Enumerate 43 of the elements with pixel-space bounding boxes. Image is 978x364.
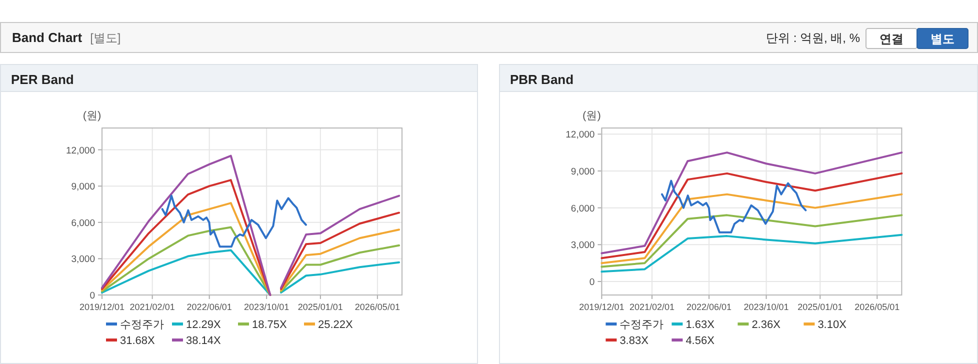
legend-label: 수정주가 bbox=[120, 319, 164, 331]
x-tick-label: 2019/12/01 bbox=[79, 302, 125, 312]
y-tick-label: 3,000 bbox=[570, 240, 595, 252]
y-tick-label: 9,000 bbox=[570, 166, 595, 178]
legend-label: 12.29X bbox=[186, 319, 222, 331]
y-tick-label: 12,000 bbox=[66, 145, 95, 156]
chart-title: PBR Band bbox=[510, 72, 574, 87]
legend-label: 수정주가 bbox=[620, 319, 664, 331]
legend-label: 1.63X bbox=[686, 319, 716, 331]
x-tick-label: 2022/06/01 bbox=[186, 302, 232, 312]
x-tick-label: 2023/10/01 bbox=[744, 302, 789, 312]
y-tick-label: 0 bbox=[90, 290, 95, 302]
x-tick-label: 2023/10/01 bbox=[244, 302, 290, 312]
legend-label: 31.68X bbox=[120, 335, 156, 347]
y-tick-label: 3,000 bbox=[71, 254, 95, 266]
text: 별도 bbox=[930, 32, 954, 46]
y-tick-label: 6,000 bbox=[71, 218, 95, 229]
legend-label: 25.22X bbox=[318, 319, 354, 331]
legend-label: 4.56X bbox=[686, 335, 716, 347]
y-axis-title: (원) bbox=[582, 110, 601, 122]
text: 단위 : 억원, 배, % bbox=[766, 31, 860, 45]
legend-label: 18.75X bbox=[252, 319, 288, 331]
text: [별도] bbox=[90, 31, 121, 45]
y-axis-title: (원) bbox=[82, 110, 102, 122]
x-tick-label: 2019/12/01 bbox=[579, 302, 624, 312]
text: 연결 bbox=[880, 32, 904, 46]
legend-label: 3.10X bbox=[818, 319, 848, 331]
text: Band Chart bbox=[12, 30, 83, 45]
legend-label: 38.14X bbox=[186, 335, 222, 347]
x-tick-label: 2022/06/01 bbox=[686, 302, 732, 312]
y-tick-label: 9,000 bbox=[71, 182, 95, 193]
y-tick-label: 12,000 bbox=[566, 130, 595, 141]
x-tick-label: 2026/05/01 bbox=[354, 302, 400, 312]
legend-label: 2.36X bbox=[752, 319, 782, 331]
x-tick-label: 2021/02/01 bbox=[629, 302, 675, 312]
chart-title: PER Band bbox=[11, 72, 74, 87]
x-tick-label: 2021/02/01 bbox=[130, 302, 175, 312]
x-tick-label: 2025/01/01 bbox=[798, 302, 843, 312]
x-tick-label: 2026/05/01 bbox=[854, 302, 900, 312]
y-tick-label: 6,000 bbox=[570, 203, 595, 214]
y-tick-label: 0 bbox=[589, 276, 595, 288]
legend-label: 3.83X bbox=[620, 335, 650, 347]
x-tick-label: 2025/01/01 bbox=[298, 302, 343, 312]
